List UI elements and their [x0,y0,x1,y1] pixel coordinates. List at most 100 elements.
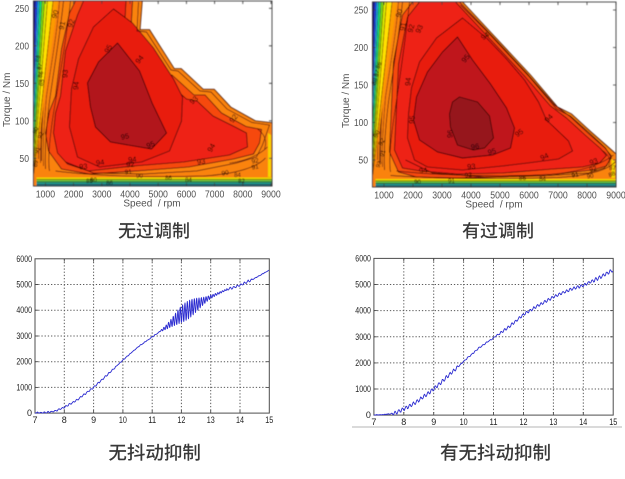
svg-text:2000: 2000 [16,357,32,367]
svg-text:95: 95 [407,115,417,124]
svg-text:94: 94 [71,81,81,90]
svg-text:3000: 3000 [92,190,112,201]
svg-text:9: 9 [431,417,436,427]
svg-text:7000: 7000 [548,191,568,202]
svg-text:91: 91 [124,169,132,177]
svg-text:4000: 4000 [16,305,32,315]
svg-text:96: 96 [470,141,480,151]
svg-text:93: 93 [60,69,70,78]
svg-text:95: 95 [145,139,156,150]
svg-text:1000: 1000 [355,384,371,394]
svg-text:91: 91 [398,22,408,32]
svg-text:95: 95 [513,127,525,139]
svg-text:90: 90 [394,8,405,19]
svg-text:91: 91 [380,149,388,158]
svg-text:86: 86 [519,175,527,182]
svg-text:95: 95 [102,43,114,55]
svg-text:94: 94 [128,155,137,165]
svg-text:13: 13 [549,417,557,427]
svg-text:250: 250 [354,6,368,17]
svg-text:4000: 4000 [355,306,371,316]
svg-text:11: 11 [148,415,156,425]
svg-text:2000: 2000 [64,190,84,201]
svg-text:3000: 3000 [432,191,452,202]
svg-text:87: 87 [609,166,616,172]
svg-text:100: 100 [15,116,29,127]
svg-text:90: 90 [221,169,230,177]
svg-text:92: 92 [38,131,46,140]
svg-text:8: 8 [62,415,67,425]
svg-text:6000: 6000 [355,253,371,263]
svg-text:91: 91 [57,20,68,30]
svg-text:86: 86 [376,61,384,70]
svg-text:11: 11 [490,417,498,427]
svg-text:94: 94 [418,165,428,175]
svg-text:88: 88 [372,77,380,86]
svg-text:7: 7 [32,415,37,425]
svg-text:15: 15 [609,417,617,427]
svg-text:91: 91 [35,146,43,155]
svg-text:8000: 8000 [577,191,597,202]
svg-text:92: 92 [126,160,135,170]
svg-text:91: 91 [571,171,580,179]
svg-text:1000: 1000 [374,191,394,202]
svg-text:84: 84 [234,173,241,179]
svg-text:7000: 7000 [205,190,225,201]
svg-text:84: 84 [185,178,192,184]
svg-text:200: 200 [15,41,29,52]
svg-text:85: 85 [39,78,47,87]
svg-text:3000: 3000 [16,331,32,341]
svg-text:82: 82 [238,179,245,185]
svg-text:91: 91 [251,163,260,171]
svg-text:90: 90 [414,180,421,186]
svg-text:92: 92 [66,18,77,29]
svg-text:5000: 5000 [16,280,32,290]
svg-text:250: 250 [15,4,29,15]
svg-text:2000: 2000 [355,358,371,368]
svg-text:7: 7 [371,417,376,427]
svg-text:9000: 9000 [606,191,625,202]
svg-text:15: 15 [265,415,273,425]
svg-text:87: 87 [37,62,45,71]
svg-text:93: 93 [467,162,476,172]
svg-text:88: 88 [35,54,43,63]
svg-text:86: 86 [106,181,113,187]
svg-text:80: 80 [90,178,97,184]
svg-text:94: 94 [403,77,413,86]
svg-text:91: 91 [448,179,455,185]
svg-text:14: 14 [579,417,587,427]
svg-text:92: 92 [589,165,598,174]
svg-text:50: 50 [19,154,29,165]
svg-text:8000: 8000 [233,190,253,201]
svg-text:95: 95 [120,131,130,142]
svg-text:9: 9 [91,415,96,425]
svg-text:92: 92 [464,172,472,180]
svg-text:90: 90 [136,174,143,180]
svg-text:96: 96 [445,130,454,139]
svg-text:Speed / rpm: Speed / rpm [465,200,522,211]
svg-text:13: 13 [207,415,215,425]
svg-text:Torque / Nm: Torque / Nm [341,74,352,128]
svg-text:90: 90 [587,173,595,180]
svg-text:10: 10 [119,415,127,425]
svg-text:8: 8 [401,417,406,427]
svg-text:87: 87 [374,69,382,78]
svg-text:10: 10 [460,417,468,427]
svg-text:6000: 6000 [519,191,539,202]
svg-text:3000: 3000 [355,332,371,342]
svg-text:92: 92 [406,23,417,33]
svg-text:5000: 5000 [490,191,510,202]
svg-text:90: 90 [50,9,61,20]
svg-text:92: 92 [251,157,260,165]
svg-text:86: 86 [165,176,172,182]
svg-text:86: 86 [38,70,46,79]
svg-text:0: 0 [366,410,371,420]
svg-text:94: 94 [539,151,550,163]
svg-text:50: 50 [358,156,368,167]
svg-text:5000: 5000 [355,280,371,290]
svg-text:90: 90 [33,126,41,135]
svg-text:93: 93 [376,160,384,169]
svg-text:89: 89 [33,159,40,167]
svg-text:94: 94 [479,30,491,42]
svg-text:94: 94 [205,142,217,154]
